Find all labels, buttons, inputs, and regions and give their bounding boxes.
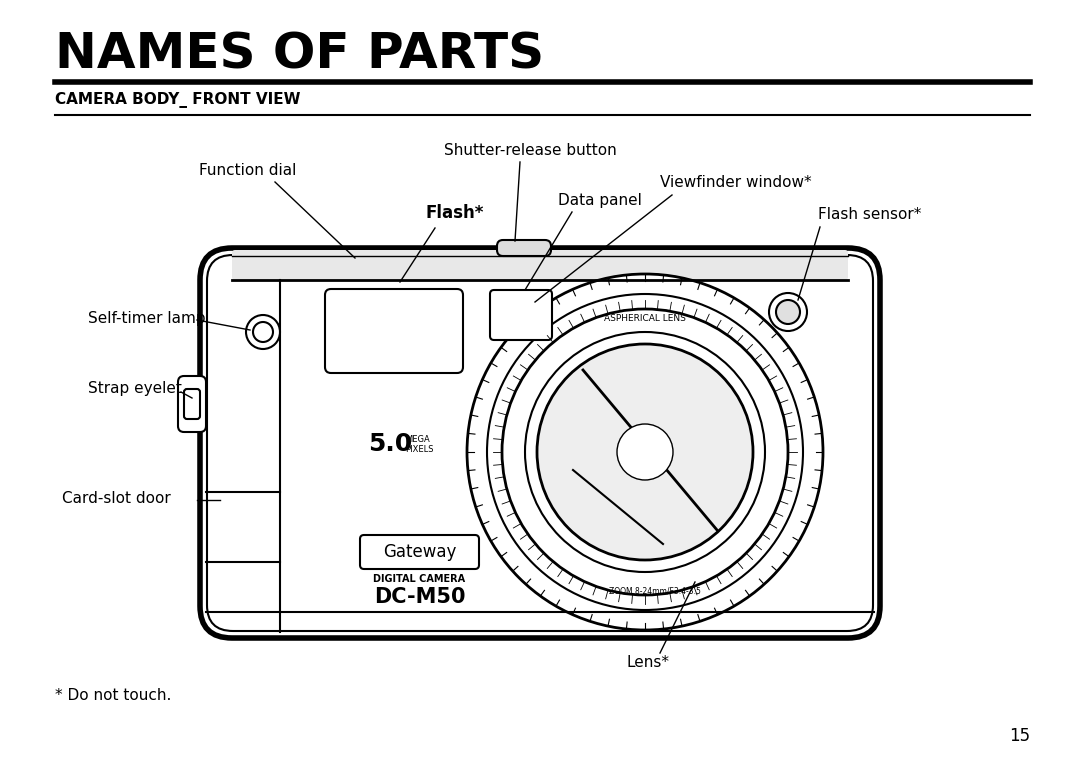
FancyBboxPatch shape (360, 535, 480, 569)
Text: Self-timer lamp: Self-timer lamp (87, 311, 205, 325)
FancyBboxPatch shape (232, 250, 848, 280)
Circle shape (525, 332, 765, 572)
Circle shape (537, 344, 753, 560)
FancyBboxPatch shape (200, 248, 880, 638)
Text: Function dial: Function dial (200, 163, 297, 178)
Circle shape (467, 274, 823, 630)
Text: 15: 15 (1009, 727, 1030, 745)
Text: DC-M50: DC-M50 (374, 587, 465, 607)
Circle shape (502, 309, 788, 595)
Circle shape (777, 300, 800, 324)
FancyBboxPatch shape (497, 240, 551, 256)
Text: Flash sensor*: Flash sensor* (818, 207, 921, 222)
Text: Flash*: Flash* (426, 204, 484, 222)
Text: Strap eyelet: Strap eyelet (87, 380, 181, 396)
Circle shape (769, 293, 807, 331)
Text: ZOOM 8-24mm/F3.4-3.5: ZOOM 8-24mm/F3.4-3.5 (609, 587, 701, 596)
Text: MEGA
PIXELS: MEGA PIXELS (405, 435, 433, 454)
FancyBboxPatch shape (490, 290, 552, 340)
FancyBboxPatch shape (325, 289, 463, 373)
Text: DIGITAL CAMERA: DIGITAL CAMERA (374, 574, 465, 584)
Text: * Do not touch.: * Do not touch. (55, 688, 172, 703)
Circle shape (246, 315, 280, 349)
Text: CAMERA BODY_ FRONT VIEW: CAMERA BODY_ FRONT VIEW (55, 92, 300, 108)
Text: 5.0: 5.0 (368, 432, 413, 456)
Text: NAMES OF PARTS: NAMES OF PARTS (55, 30, 544, 78)
FancyBboxPatch shape (178, 376, 206, 432)
Circle shape (617, 424, 673, 480)
Text: Data panel: Data panel (558, 193, 642, 208)
Text: Gateway: Gateway (382, 543, 456, 561)
Circle shape (253, 322, 273, 342)
Text: ASPHERICAL LENS: ASPHERICAL LENS (604, 314, 686, 323)
Text: Shutter-release button: Shutter-release button (444, 143, 617, 158)
FancyBboxPatch shape (184, 389, 200, 419)
Text: Card-slot door: Card-slot door (62, 490, 171, 506)
Text: Viewfinder window*: Viewfinder window* (660, 175, 812, 190)
Text: Lens*: Lens* (626, 655, 670, 670)
Circle shape (487, 294, 804, 610)
